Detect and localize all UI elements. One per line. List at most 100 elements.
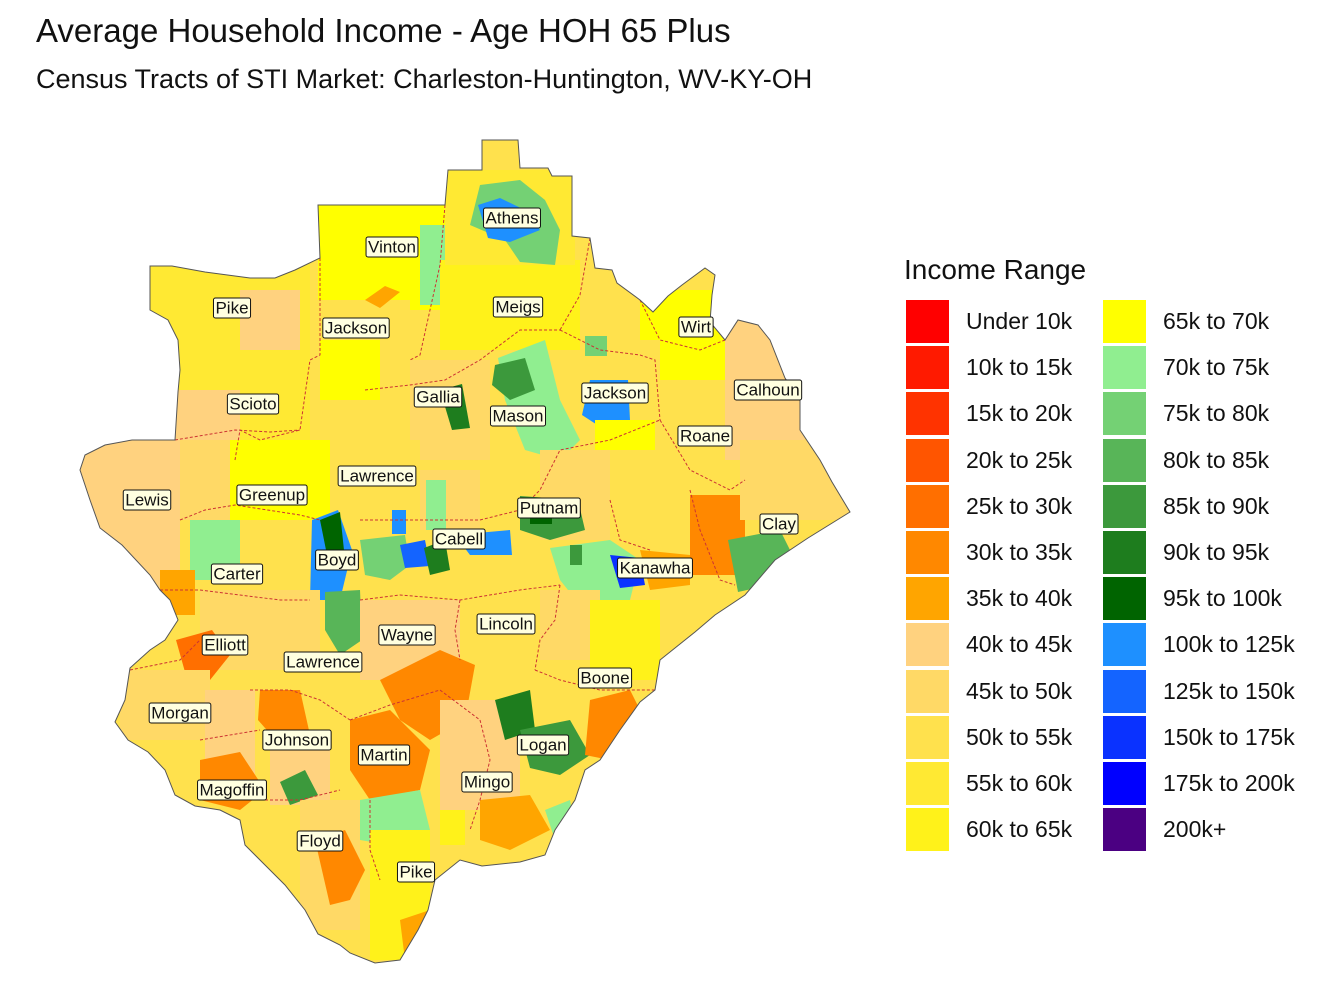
tract-layer [80, 140, 850, 963]
county-label-text: Putnam [520, 499, 579, 518]
legend-swatch [906, 346, 949, 390]
legend-swatch [1103, 761, 1146, 805]
legend-label: 25k to 30k [966, 492, 1073, 519]
region-outline [79, 139, 851, 964]
legend-swatch [906, 300, 949, 343]
legend-swatch [1103, 808, 1146, 852]
legend-swatch [906, 530, 949, 574]
county-label-carter: Carter [210, 563, 264, 585]
county-label-text: Athens [486, 209, 539, 228]
county-label-text: Scioto [229, 395, 276, 414]
legend-swatch [1103, 346, 1146, 390]
legend-label: 40k to 45k [966, 631, 1073, 658]
county-label-text: Carter [213, 565, 261, 584]
county-label-morgan: Morgan [148, 702, 212, 724]
county-label-lewis: Lewis [122, 489, 172, 511]
county-label-kanawha: Kanawha [617, 557, 693, 579]
legend-swatch [906, 392, 949, 436]
legend-label: 35k to 40k [966, 585, 1073, 612]
legend-label: 175k to 200k [1163, 769, 1295, 796]
county-label-text: Wayne [381, 626, 433, 645]
county-label-text: Vinton [368, 238, 416, 257]
county-label-text: Cabell [435, 530, 483, 549]
legend-label: 50k to 55k [966, 723, 1073, 750]
county-label-pike-ky: Pike [396, 861, 436, 883]
county-label-text: Magoffin [200, 781, 265, 800]
legend-swatch [906, 715, 949, 759]
legend-label: 100k to 125k [1163, 631, 1295, 658]
legend-label: 30k to 35k [966, 538, 1073, 565]
county-label-scioto: Scioto [226, 393, 280, 415]
legend-swatch [1103, 715, 1146, 759]
legend-label: 55k to 60k [966, 769, 1073, 796]
county-label-jackson-oh: Jackson [322, 317, 390, 339]
county-label-text: Martin [360, 746, 407, 765]
legend-swatch [1103, 438, 1146, 482]
county-label-gallia: Gallia [413, 386, 463, 408]
county-label-text: Roane [680, 427, 730, 446]
county-label-vinton: Vinton [365, 236, 419, 258]
county-label-text: Elliott [204, 636, 246, 655]
county-label-johnson: Johnson [262, 729, 332, 751]
county-label-lawrence-ky: Lawrence [283, 651, 363, 673]
legend-swatch [1103, 577, 1146, 621]
legend-swatch [906, 577, 949, 621]
legend-label: 15k to 20k [966, 400, 1073, 427]
county-label-calhoun: Calhoun [733, 379, 803, 401]
legend-swatch [1103, 669, 1146, 713]
county-label-mason: Mason [489, 405, 547, 427]
legend-swatch [1103, 623, 1146, 667]
legend-label: 200k+ [1163, 816, 1227, 843]
county-label-text: Logan [519, 736, 566, 755]
county-label-text: Morgan [151, 704, 209, 723]
county-label-lawrence-oh: Lawrence [337, 465, 417, 487]
county-label-wayne: Wayne [378, 624, 436, 646]
county-label-text: Lawrence [340, 467, 414, 486]
county-label-text: Boone [580, 669, 629, 688]
legend-label: 150k to 175k [1163, 723, 1295, 750]
county-label-logan: Logan [516, 734, 570, 756]
legend-label: 65k to 70k [1163, 308, 1270, 334]
county-label-text: Pike [215, 299, 248, 318]
county-label-text: Meigs [495, 298, 540, 317]
county-label-jackson-wv: Jackson [581, 382, 649, 404]
county-label-wirt: Wirt [678, 316, 714, 338]
legend-label: 70k to 75k [1163, 354, 1270, 381]
county-label-athens: Athens [483, 207, 541, 229]
county-label-text: Calhoun [736, 381, 799, 400]
county-label-text: Mingo [464, 773, 510, 792]
county-label-magoffin: Magoffin [197, 779, 267, 801]
legend-swatch [906, 761, 949, 805]
county-label-text: Mason [492, 407, 543, 426]
county-label-putnam: Putnam [517, 497, 581, 519]
county-label-elliott: Elliott [201, 634, 249, 656]
legend-swatch [906, 484, 949, 528]
map-subtitle: Census Tracts of STI Market: Charleston-… [36, 64, 813, 94]
county-label-text: Boyd [318, 551, 357, 570]
county-label-text: Greenup [239, 486, 305, 505]
legend-label: Under 10k [966, 308, 1073, 334]
legend-label: 90k to 95k [1163, 538, 1270, 565]
county-label-pike-oh: Pike [212, 297, 252, 319]
county-label-clay: Clay [759, 513, 799, 535]
county-label-mingo: Mingo [461, 771, 513, 793]
legend-label: 60k to 65k [966, 816, 1073, 843]
legend-label: 20k to 25k [966, 446, 1073, 473]
county-label-text: Lawrence [286, 653, 360, 672]
county-labels: Athens Vinton Pike Jackson Meigs Wirt Ga… [122, 207, 803, 883]
legend-label: 45k to 50k [966, 677, 1073, 704]
legend-swatch [1103, 530, 1146, 574]
legend-swatch [906, 438, 949, 482]
county-label-text: Lincoln [479, 615, 533, 634]
map-title: Average Household Income - Age HOH 65 Pl… [36, 12, 731, 49]
county-label-floyd: Floyd [296, 830, 344, 852]
legend-title: Income Range [904, 254, 1087, 285]
county-label-greenup: Greenup [236, 484, 308, 506]
county-label-boyd: Boyd [315, 549, 359, 571]
county-label-lincoln: Lincoln [476, 613, 536, 635]
county-label-martin: Martin [357, 744, 411, 766]
county-label-text: Johnson [265, 731, 329, 750]
county-label-text: Kanawha [620, 559, 691, 578]
county-label-boone: Boone [577, 667, 633, 689]
